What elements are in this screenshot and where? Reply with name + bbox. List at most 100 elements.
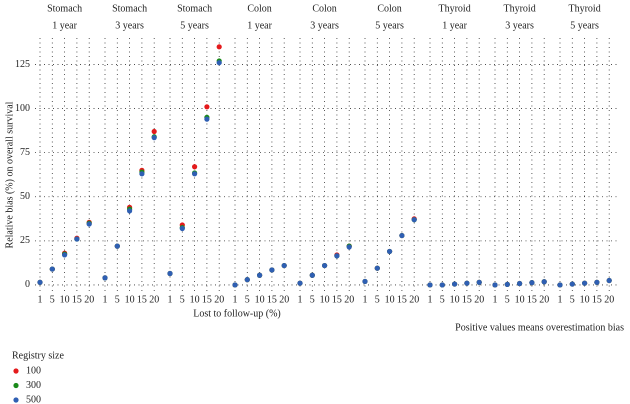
x-tick-label: 20 — [279, 294, 289, 305]
point — [269, 267, 275, 273]
point — [362, 278, 368, 285]
x-tick-label: 10 — [190, 294, 200, 305]
panel-title: Colon — [312, 3, 336, 14]
x-tick-label: 1 — [103, 294, 108, 305]
x-tick-label: 10 — [60, 294, 70, 305]
note: Positive values means overestimation bia… — [455, 322, 624, 333]
panel-subtitle: 3 years — [310, 20, 339, 31]
point — [399, 232, 405, 239]
x-tick-label: 5 — [115, 294, 120, 305]
panel-subtitle: 1 year — [442, 20, 467, 31]
point — [439, 282, 445, 288]
point — [102, 275, 108, 281]
point — [281, 262, 287, 269]
x-tick-label: 10 — [320, 294, 330, 305]
point — [374, 265, 380, 271]
point — [167, 270, 173, 277]
x-tick-label: 1 — [428, 294, 433, 305]
x-tick-label: 5 — [50, 294, 55, 305]
x-tick-label: 10 — [385, 294, 395, 305]
x-tick-label: 1 — [558, 294, 563, 305]
point — [346, 244, 352, 250]
x-tick-label: 15 — [462, 294, 472, 305]
y-tick-label: 50 — [20, 191, 30, 202]
panel-subtitle: 5 years — [180, 20, 209, 31]
point — [62, 252, 68, 258]
point — [139, 171, 145, 177]
point — [504, 281, 510, 288]
point — [74, 236, 80, 242]
point — [86, 221, 92, 227]
panel-subtitle: 1 year — [247, 20, 272, 31]
x-tick-label: 15 — [202, 294, 212, 305]
x-tick-label: 15 — [592, 294, 602, 305]
panel-title: Thyroid — [568, 3, 600, 14]
x-tick-label: 15 — [527, 294, 537, 305]
point — [582, 280, 588, 286]
x-tick-label: 20 — [604, 294, 614, 305]
legend-label: 500 — [26, 394, 41, 404]
point — [204, 104, 210, 110]
panel-subtitle: 1 year — [52, 20, 77, 31]
y-tick-label: 125 — [15, 59, 30, 70]
panel-subtitle: 3 years — [505, 20, 534, 31]
point — [606, 277, 612, 284]
x-tick-label: 1 — [38, 294, 43, 305]
point — [569, 281, 575, 287]
y-tick-label: 25 — [20, 235, 30, 246]
x-tick-label: 5 — [375, 294, 380, 305]
point — [37, 279, 43, 285]
legend-marker — [13, 368, 19, 374]
point — [204, 116, 210, 122]
point — [151, 135, 157, 141]
point — [452, 281, 458, 287]
point — [557, 282, 563, 288]
x-tick-label: 20 — [474, 294, 484, 305]
point — [216, 44, 222, 50]
x-tick-label: 15 — [267, 294, 277, 305]
x-axis-label: Lost to follow-up (%) — [193, 308, 281, 319]
x-tick-label: 10 — [515, 294, 525, 305]
x-tick-label: 5 — [245, 294, 250, 305]
x-tick-label: 15 — [137, 294, 147, 305]
point — [476, 279, 482, 285]
y-axis-label: Relative bias (%) on overall survival — [4, 101, 15, 248]
x-tick-label: 15 — [332, 294, 342, 305]
panel-title: Colon — [247, 3, 271, 14]
x-tick-label: 10 — [255, 294, 265, 305]
x-tick-label: 5 — [440, 294, 445, 305]
panel-title: Thyroid — [503, 3, 535, 14]
x-tick-label: 1 — [363, 294, 368, 305]
legend-label: 100 — [26, 365, 41, 376]
point — [244, 277, 250, 283]
panel-title: Colon — [377, 3, 401, 14]
x-tick-label: 15 — [72, 294, 82, 305]
point — [192, 171, 198, 177]
x-tick-label: 20 — [344, 294, 354, 305]
point — [387, 248, 393, 255]
x-tick-label: 1 — [493, 294, 498, 305]
point — [594, 279, 600, 285]
legend-label: 300 — [26, 380, 41, 391]
point — [529, 280, 535, 286]
panel-title: Stomach — [177, 3, 212, 14]
point — [179, 225, 185, 232]
point — [232, 282, 238, 288]
panel-subtitle: 5 years — [570, 20, 599, 31]
x-tick-label: 10 — [125, 294, 135, 305]
x-tick-label: 1 — [168, 294, 173, 305]
panel-subtitle: 3 years — [115, 20, 144, 31]
point — [114, 243, 120, 249]
y-tick-label: 100 — [15, 103, 30, 114]
x-tick-label: 5 — [570, 294, 575, 305]
x-tick-label: 10 — [580, 294, 590, 305]
y-tick-label: 75 — [20, 147, 30, 158]
x-tick-label: 20 — [149, 294, 159, 305]
x-tick-label: 20 — [214, 294, 224, 305]
point — [492, 282, 498, 288]
x-tick-label: 1 — [298, 294, 303, 305]
legend-marker — [13, 382, 19, 389]
x-tick-label: 1 — [233, 294, 238, 305]
x-tick-label: 15 — [397, 294, 407, 305]
panel-subtitle: 5 years — [375, 20, 404, 31]
